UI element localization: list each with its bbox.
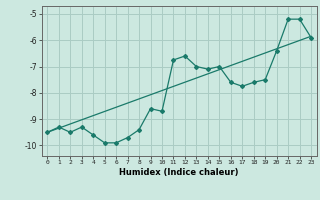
X-axis label: Humidex (Indice chaleur): Humidex (Indice chaleur) [119,168,239,177]
